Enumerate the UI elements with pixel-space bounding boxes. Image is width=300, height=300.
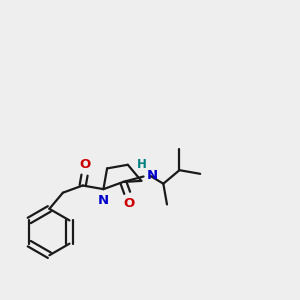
Text: N: N — [147, 169, 158, 182]
Text: N: N — [98, 194, 109, 207]
Text: O: O — [123, 196, 134, 209]
Text: H: H — [137, 158, 147, 171]
Text: O: O — [79, 158, 90, 171]
